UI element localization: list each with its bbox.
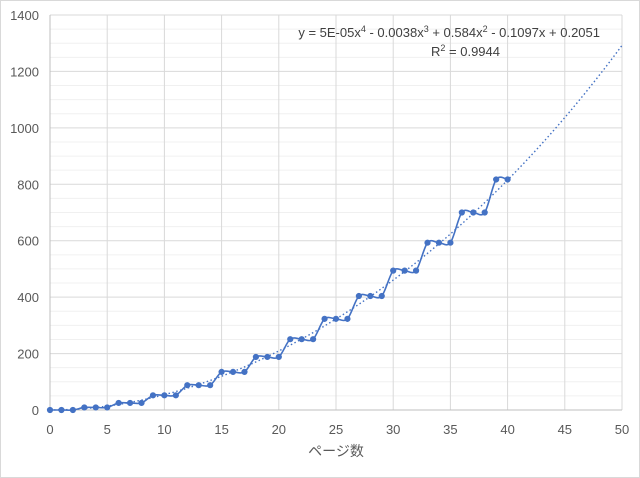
axis-layer: [49, 15, 622, 411]
equation-part: y = 5E-05x: [298, 25, 361, 40]
y-tick-label: 200: [17, 347, 39, 362]
data-point: [367, 292, 374, 300]
y-tick-label: 0: [32, 403, 39, 418]
y-tick-label: 800: [17, 177, 39, 192]
data-point: [69, 406, 76, 414]
data-point: [493, 176, 500, 183]
data-point: [172, 392, 179, 399]
data-point: [104, 404, 111, 411]
y-tick-label: 600: [17, 234, 39, 249]
data-point: [378, 292, 385, 300]
x-tick-label: 15: [214, 422, 228, 437]
data-point: [184, 382, 191, 389]
data-point: [332, 315, 340, 322]
tick-label-layer: 0 200 400 600 800 1000 1200 1400 0 5 10 15 20 25 30 35 4…: [10, 8, 629, 437]
data-point: [207, 382, 214, 389]
data-point: [161, 392, 168, 399]
data-point: [321, 315, 328, 322]
x-tick-label: 40: [500, 422, 514, 437]
r-squared-part: = 0.9944: [445, 44, 500, 59]
data-point: [435, 239, 443, 246]
x-tick-label: 5: [104, 422, 111, 437]
y-tick-label: 1400: [10, 8, 39, 23]
equation-part: - 0.0038x: [366, 25, 424, 40]
r-squared-exponent: 2: [440, 43, 445, 53]
data-point: [412, 267, 420, 274]
data-point: [264, 353, 271, 361]
data-point: [58, 406, 65, 414]
data-point: [126, 399, 134, 407]
data-point: [424, 239, 431, 246]
equation-exponent: 2: [483, 24, 488, 34]
equation-part: + 0.584x: [429, 25, 483, 40]
data-point: [287, 336, 294, 343]
data-point: [81, 404, 88, 411]
data-point: [481, 209, 488, 216]
data-point: [46, 406, 54, 414]
r-squared-part: R: [431, 44, 440, 59]
x-tick-label: 30: [386, 422, 400, 437]
x-tick-label: 45: [558, 422, 572, 437]
data-point: [355, 292, 362, 300]
equation-exponent: 4: [361, 24, 366, 34]
data-point: [195, 382, 202, 389]
data-point: [241, 368, 248, 376]
grid-layer: [50, 14, 623, 410]
trendline: [50, 44, 623, 411]
equation-exponent: 3: [424, 24, 429, 34]
trendline-equation: y = 5E-05x4 - 0.0038x3 + 0.584x2 - 0.109…: [298, 24, 600, 40]
data-point: [504, 176, 511, 183]
x-tick-label: 35: [443, 422, 457, 437]
x-tick-label: 50: [615, 422, 629, 437]
data-point: [92, 404, 99, 411]
y-tick-label: 1000: [10, 121, 39, 136]
trendline-r-squared: R2 = 0.9944: [431, 43, 500, 59]
data-point: [138, 399, 145, 407]
data-point: [149, 392, 157, 399]
data-point: [458, 209, 465, 216]
series-layer: [46, 176, 511, 414]
data-point: [229, 368, 237, 376]
x-tick-label: 0: [46, 422, 53, 437]
x-tick-label: 25: [329, 422, 343, 437]
data-point: [344, 315, 351, 322]
data-point: [401, 267, 408, 274]
data-point: [447, 239, 454, 246]
data-point: [310, 336, 317, 343]
y-tick-label: 1200: [10, 64, 39, 79]
data-point: [252, 353, 260, 361]
x-axis-title: ページ数: [308, 444, 364, 460]
x-tick-label: 10: [157, 422, 171, 437]
data-point: [218, 368, 225, 376]
x-tick-label: 20: [272, 422, 286, 437]
y-tick-label: 400: [17, 290, 39, 305]
data-point: [298, 336, 305, 343]
data-point: [470, 209, 477, 216]
equation-part: - 0.1097x + 0.2051: [488, 25, 600, 40]
trendline-layer: [50, 44, 623, 411]
data-point: [115, 399, 122, 407]
data-point: [390, 267, 397, 274]
data-point: [275, 353, 282, 361]
